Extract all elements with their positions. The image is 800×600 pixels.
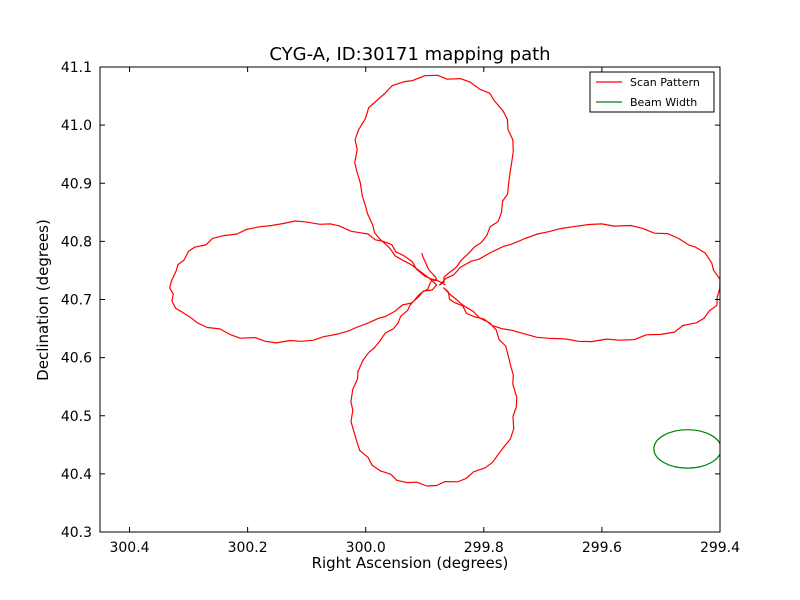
y-tick-label: 40.8 <box>61 234 92 250</box>
series-scan-pattern <box>169 74 720 487</box>
y-axis: 40.3 40.4 40.5 40.6 40.7 40.8 40.9 41.0 41.1 <box>61 60 720 541</box>
series-layer <box>169 74 720 487</box>
x-axis-label: Right Ascension (degrees) <box>312 554 509 572</box>
x-tick-label: 299.8 <box>464 540 504 556</box>
y-axis-label: Declination (degrees) <box>34 219 52 381</box>
y-tick-label: 41.1 <box>61 60 92 76</box>
y-tick-label: 40.9 <box>61 176 92 192</box>
y-tick-label: 40.6 <box>61 351 92 367</box>
y-tick-label: 40.7 <box>61 293 92 309</box>
x-tick-label: 300.0 <box>346 540 386 556</box>
plot-area <box>100 67 720 532</box>
legend-label-beam-width: Beam Width <box>630 96 697 109</box>
x-tick-label: 299.6 <box>582 540 622 556</box>
legend-label-scan-pattern: Scan Pattern <box>630 76 700 89</box>
x-tick-label: 300.2 <box>228 540 268 556</box>
legend: Scan Pattern Beam Width <box>589 71 715 113</box>
x-tick-label: 299.4 <box>700 540 740 556</box>
chart-title: CYG-A, ID:30171 mapping path <box>269 44 550 65</box>
y-tick-label: 40.4 <box>61 467 92 483</box>
y-tick-label: 40.3 <box>61 525 92 541</box>
legend-box <box>589 71 715 113</box>
x-axis: 300.4 300.2 300.0 299.8 299.6 299.4 <box>109 67 740 556</box>
x-tick-label: 300.4 <box>109 540 149 556</box>
y-tick-label: 40.5 <box>61 409 92 425</box>
y-tick-label: 41.0 <box>61 118 92 134</box>
series-beam-width <box>653 429 720 469</box>
